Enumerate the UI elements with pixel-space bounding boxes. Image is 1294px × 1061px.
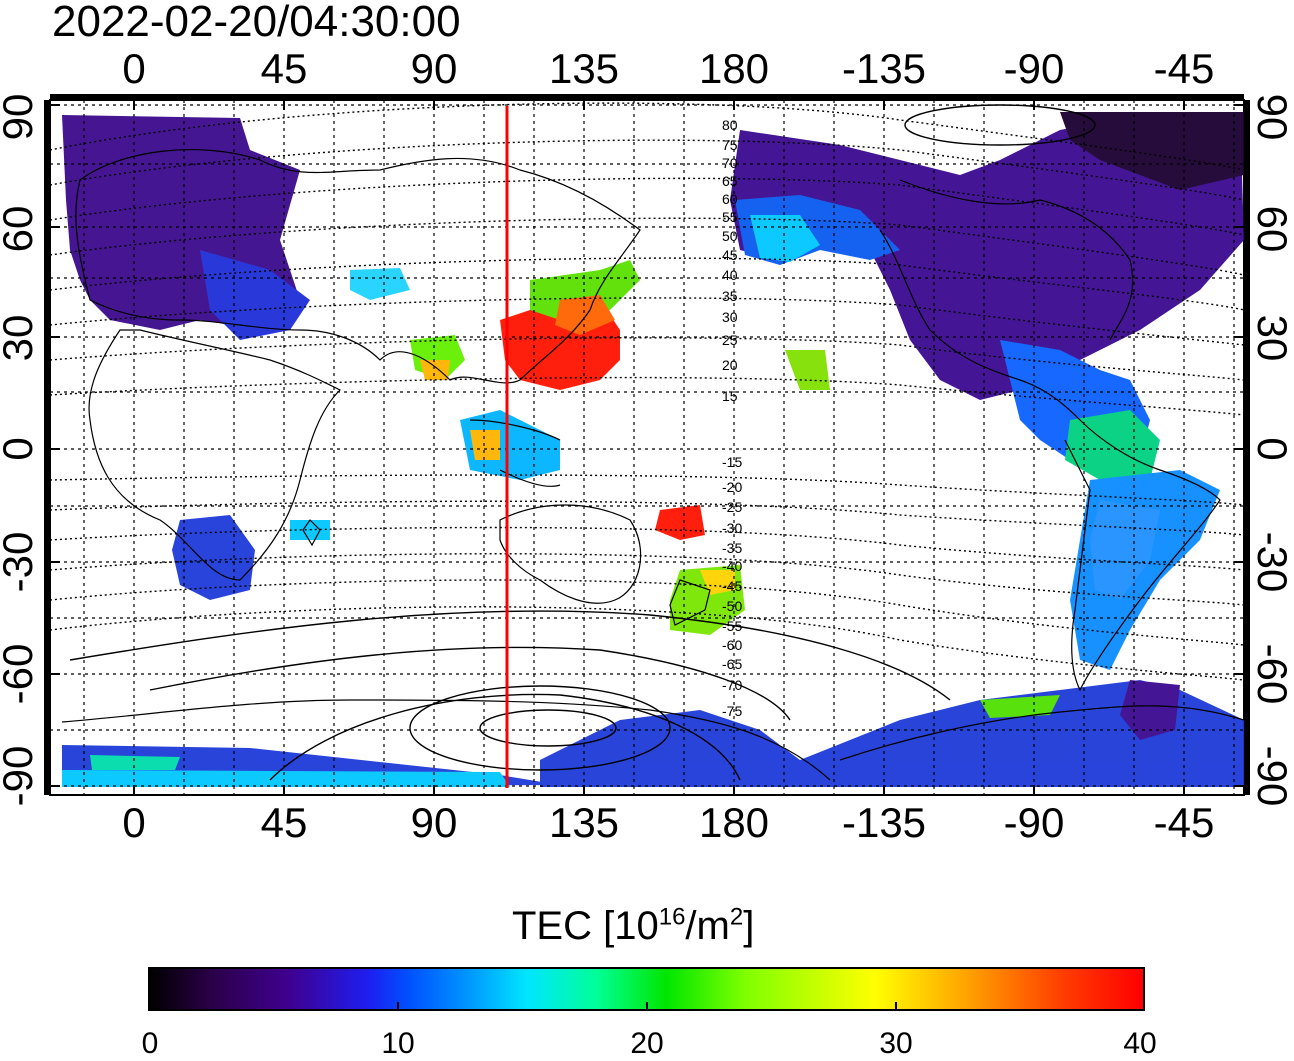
lat-tick-right: -60: [1249, 643, 1294, 705]
lat-tick-left: 90: [0, 93, 41, 141]
lat-tick-right: -90: [1249, 745, 1294, 807]
contour-label: -40: [722, 558, 742, 574]
colorbar-label-exponent-2: 2: [729, 903, 744, 931]
colorbar-tick: 30: [879, 1027, 913, 1060]
contour-labels: 80 75 70 65 60 55 50 45 40 35 30 25 20 1…: [722, 117, 742, 719]
lat-tick-left: -90: [0, 745, 41, 807]
contour-label: -60: [722, 637, 742, 653]
contour-label: 40: [722, 267, 738, 283]
colorbar-label-unit: /m: [685, 904, 730, 948]
lon-tick-bottom: 180: [698, 799, 770, 846]
magnetic-pole-contours: [69, 104, 1096, 781]
lon-tick-bottom: 135: [548, 799, 620, 846]
lon-tick-top: -90: [1003, 45, 1065, 92]
contour-label: 20: [722, 357, 738, 373]
contour-label: 25: [722, 332, 738, 348]
contour-label: -55: [722, 618, 742, 634]
contour-label: -15: [722, 454, 742, 470]
lon-tick-top: 135: [548, 45, 620, 92]
colorbar-tick-mark: [397, 1002, 399, 1011]
contour-label: 50: [722, 228, 738, 244]
contour-label: -25: [722, 499, 742, 515]
colorbar-label: TEC [1016/m2]: [512, 902, 754, 950]
contour-label: 80: [722, 117, 738, 133]
contour-label: 75: [722, 137, 738, 153]
contour-label: 65: [722, 173, 738, 189]
top-border-bar: [50, 94, 1244, 100]
lon-tick-bottom: 90: [410, 799, 458, 846]
colorbar-label-prefix: TEC [10: [512, 904, 659, 948]
contour-label: 35: [722, 288, 738, 304]
contour-label: -70: [722, 677, 742, 693]
colorbar-tick: 10: [381, 1027, 415, 1060]
lon-tick-top: -45: [1153, 45, 1215, 92]
colorbar-label-suffix: ]: [743, 904, 755, 948]
lon-tick-top: 180: [698, 45, 770, 92]
colorbar-tick-mark: [646, 1002, 648, 1011]
lon-tick-bottom: 45: [260, 799, 308, 846]
contour-label: -50: [722, 598, 742, 614]
contour-label: 70: [722, 155, 738, 171]
lon-tick-top: 90: [410, 45, 458, 92]
lon-tick-bottom: -135: [841, 799, 927, 846]
contour-label: -20: [722, 479, 742, 495]
lat-tick-right: 0: [1249, 437, 1294, 461]
axis-ticks: [50, 100, 1244, 795]
contour-label: -65: [722, 656, 742, 672]
lat-tick-right: 30: [1249, 314, 1294, 362]
lon-tick-bottom: -90: [1003, 799, 1065, 846]
contour-label: 15: [722, 388, 738, 404]
contour-label: 45: [722, 247, 738, 263]
colorbar-tick-mark: [895, 1002, 897, 1011]
coastlines: [61, 148, 1244, 781]
contour-label: -75: [722, 703, 742, 719]
lat-tick-left: 60: [0, 205, 41, 253]
map-title: 2022-02-20/04:30:00: [52, 0, 461, 46]
contour-label: 55: [722, 209, 738, 225]
lat-tick-right: 60: [1249, 205, 1294, 253]
contour-label: -45: [722, 578, 742, 594]
contour-label: -35: [722, 540, 742, 556]
colorbar-tick: 40: [1123, 1027, 1157, 1060]
lon-tick-top: 0: [122, 45, 146, 92]
lon-tick-bottom: 0: [122, 799, 146, 846]
colorbar-tick: 20: [630, 1027, 664, 1060]
magnetic-latitude-contours: [50, 102, 1244, 681]
lat-tick-left: 30: [0, 314, 41, 362]
lat-tick-right: -30: [1249, 531, 1294, 593]
colorbar-tick: 0: [141, 1027, 159, 1060]
lon-tick-bottom: -45: [1153, 799, 1215, 846]
lat-tick-left: -30: [0, 531, 41, 593]
lon-tick-top: -135: [841, 45, 927, 92]
contour-label: -30: [722, 520, 742, 536]
lon-tick-top: 45: [260, 45, 308, 92]
lat-tick-right: 90: [1249, 93, 1294, 141]
lat-tick-left: -60: [0, 643, 41, 705]
colorbar-label-exponent: 16: [658, 903, 686, 931]
contour-label: 60: [722, 191, 738, 207]
contour-label: 30: [722, 309, 738, 325]
colorbar: [148, 967, 1145, 1011]
lat-tick-left: 0: [0, 437, 41, 460]
